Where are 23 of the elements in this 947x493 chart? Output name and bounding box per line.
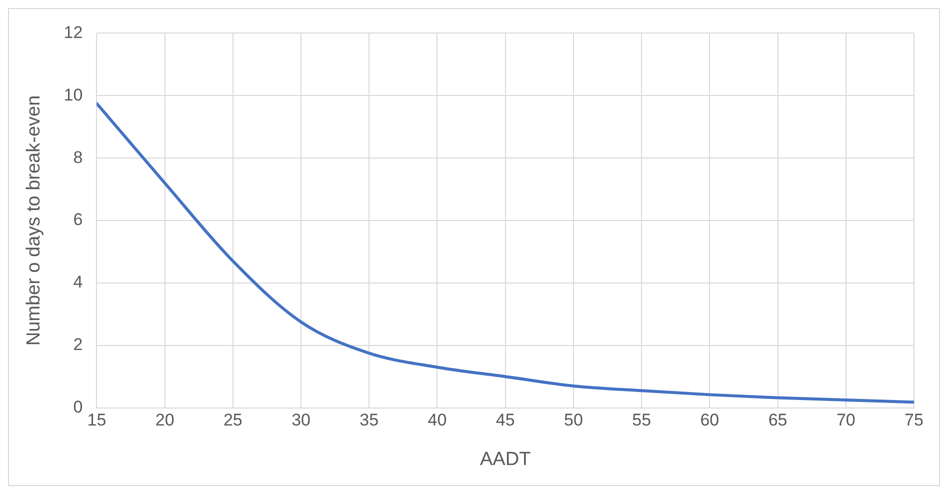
y-tick-label: 12 <box>64 22 83 42</box>
y-tick-label: 8 <box>73 148 83 167</box>
x-tick-label: 70 <box>836 410 856 430</box>
y-axis-title: Number o days to break-even <box>24 95 45 346</box>
x-axis-title: AADT <box>480 448 532 470</box>
x-tick-label: 45 <box>496 410 515 430</box>
x-tick-label: 75 <box>904 410 924 430</box>
y-tick-label: 0 <box>73 397 83 416</box>
line-series <box>96 102 914 404</box>
x-tick-label: 25 <box>223 410 242 430</box>
y-tick-label: 6 <box>73 210 83 230</box>
y-tick-label: 2 <box>73 335 83 354</box>
x-tick-label: 65 <box>768 410 788 430</box>
x-tick-label: 35 <box>360 410 379 430</box>
y-tick-label: 10 <box>64 85 83 104</box>
x-tick-label: 15 <box>87 410 106 430</box>
x-tick-label: 40 <box>428 410 447 430</box>
x-tick-label: 60 <box>700 410 720 430</box>
x-tick-label: 55 <box>632 410 652 430</box>
x-tick-label: 30 <box>292 410 310 430</box>
y-tick-label: 4 <box>73 272 83 292</box>
x-tick-label: 20 <box>155 410 174 430</box>
x-tick-label: 50 <box>564 410 583 430</box>
